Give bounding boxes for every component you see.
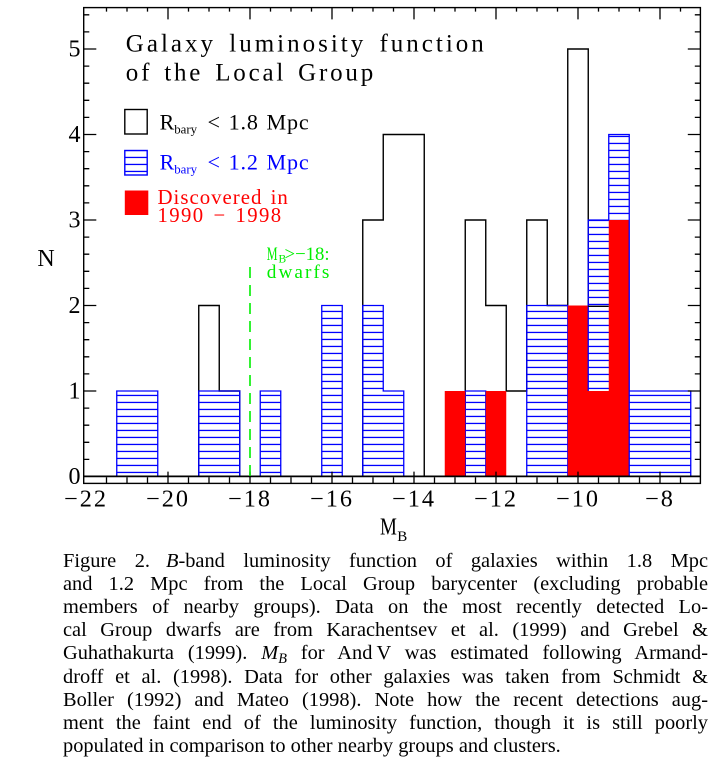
svg-text:0: 0 [69, 464, 81, 490]
svg-text:−8: −8 [645, 487, 675, 513]
svg-text:M: M [380, 515, 397, 541]
svg-text:Galaxy luminosity function: Galaxy luminosity function [126, 31, 487, 58]
svg-text:R: R [160, 150, 175, 175]
svg-text:−14: −14 [392, 487, 436, 513]
svg-text:−20: −20 [146, 487, 190, 513]
svg-text:−22: −22 [64, 487, 108, 513]
svg-text:B: B [279, 254, 287, 266]
svg-text:5: 5 [69, 37, 81, 63]
svg-text:M: M [267, 244, 278, 265]
svg-text:−12: −12 [474, 487, 518, 513]
svg-text:Discovered in: Discovered in [158, 185, 289, 209]
svg-text:2: 2 [69, 293, 81, 319]
svg-text:< 1.8 Mpc: < 1.8 Mpc [208, 109, 310, 134]
svg-text:−18: −18 [228, 487, 272, 513]
svg-text:>−18:: >−18: [285, 244, 330, 265]
svg-text:3: 3 [69, 208, 81, 234]
svg-text:of the Local Group: of the Local Group [126, 60, 376, 87]
svg-text:bary: bary [174, 122, 197, 137]
svg-text:bary: bary [174, 162, 197, 177]
svg-text:1: 1 [69, 379, 81, 405]
svg-text:B: B [397, 529, 407, 545]
svg-text:1990 − 1998: 1990 − 1998 [158, 203, 283, 227]
svg-text:−10: −10 [556, 487, 600, 513]
svg-text:dwarfs: dwarfs [267, 262, 332, 283]
svg-text:< 1.2 Mpc: < 1.2 Mpc [208, 150, 310, 175]
svg-text:N: N [37, 246, 54, 272]
svg-text:−16: −16 [310, 487, 354, 513]
svg-text:4: 4 [69, 122, 81, 148]
svg-text:R: R [160, 109, 175, 134]
